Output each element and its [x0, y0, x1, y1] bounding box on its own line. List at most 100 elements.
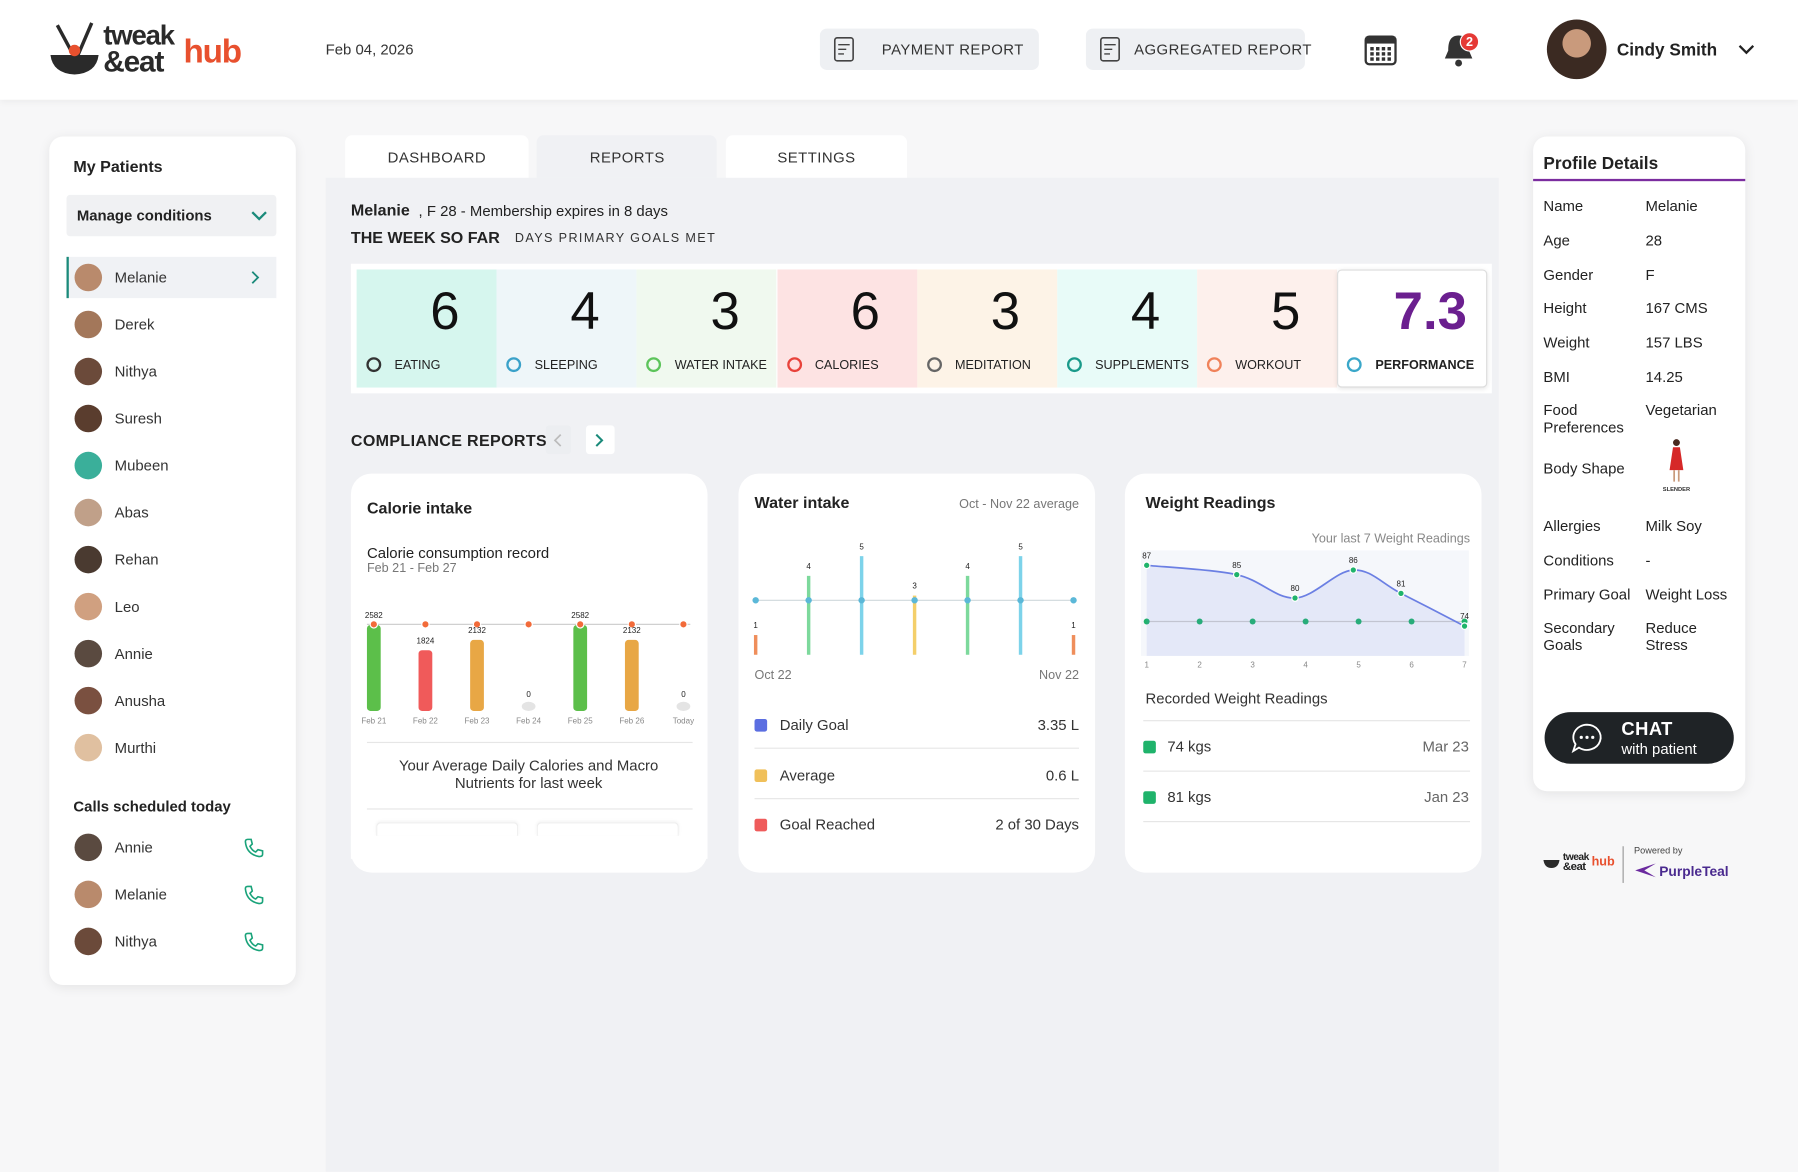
filter-dropdown[interactable] [66, 194, 277, 237]
patient-name[interactable]: Derek [114, 315, 155, 334]
report-button[interactable] [819, 28, 1039, 70]
profile-label: Weight [1543, 333, 1590, 351]
filter-label[interactable]: Manage conditions [76, 206, 212, 225]
patient-name[interactable]: Murthi [114, 739, 157, 757]
tab-label[interactable]: SETTINGS [777, 148, 856, 166]
axis-end: Nov 22 [1039, 668, 1080, 683]
divider [366, 741, 693, 744]
purpleteal-icon [1635, 863, 1656, 878]
prev-button[interactable] [545, 425, 572, 455]
stat-icon [506, 357, 522, 373]
logo-text: tweak [103, 20, 175, 52]
chat-button[interactable] [1544, 712, 1734, 764]
call-name: Melanie [114, 885, 167, 904]
stat-icon [646, 357, 662, 373]
patient-avatar[interactable] [74, 451, 103, 480]
patient-name[interactable]: Nithya [114, 362, 157, 381]
chat-dot [1585, 735, 1589, 739]
stat-icon [366, 357, 382, 373]
profile-underline [1533, 178, 1746, 182]
patient-name[interactable]: Abas [114, 503, 149, 522]
tab-active[interactable] [536, 135, 717, 178]
next-arrow [595, 433, 604, 447]
profile-value: 157 LBS [1645, 333, 1703, 351]
tab-label[interactable]: DASHBOARD [387, 148, 487, 166]
profile-value: Reduce Stress [1645, 619, 1697, 654]
calls-title: Calls scheduled today [73, 797, 231, 815]
divider [754, 747, 1080, 749]
chat-title[interactable]: CHAT [1621, 720, 1673, 740]
patient-avatar[interactable] [74, 310, 103, 339]
patient-avatar[interactable] [74, 545, 103, 574]
card-title: Water intake [754, 493, 850, 512]
patient-avatar[interactable] [74, 263, 103, 292]
calendar-day [1376, 47, 1380, 51]
bowl [1543, 860, 1560, 869]
call-button[interactable] [244, 932, 264, 952]
patient-name[interactable]: Suresh [114, 409, 162, 428]
icon-lines [1104, 44, 1116, 55]
tab[interactable] [725, 135, 908, 178]
icon-glyph [1207, 357, 1223, 373]
stat-label: PERFORMANCE [1375, 358, 1475, 373]
call-button[interactable] [244, 838, 264, 858]
tab[interactable] [345, 135, 529, 178]
recorded-title: Recorded Weight Readings [1145, 689, 1328, 707]
patient-avatar[interactable] [74, 357, 103, 386]
chart-range: Feb 21 - Feb 27 [366, 561, 457, 576]
record-swatch [1143, 790, 1156, 804]
dropdown-chevron [251, 211, 267, 221]
patient-avatar[interactable] [74, 639, 103, 668]
brand-mark [1635, 863, 1656, 878]
figure-dress [1669, 447, 1684, 471]
icon-doc [1100, 37, 1120, 62]
chart-subtitle: Calorie consumption record [366, 544, 550, 562]
profile-label: Height [1543, 299, 1587, 317]
calendar-day [1381, 47, 1386, 51]
icon-glyph [1066, 357, 1082, 373]
stat-label: WORKOUT [1235, 358, 1302, 373]
report-button-label[interactable]: PAYMENT REPORT [881, 40, 1024, 58]
patient-avatar[interactable] [74, 733, 103, 762]
patient-avatar[interactable] [74, 592, 103, 621]
figure-head [1673, 439, 1680, 447]
patient-avatar[interactable] [74, 498, 103, 527]
patient-name[interactable]: Mubeen [114, 456, 169, 475]
report-card [1124, 473, 1482, 873]
report-button[interactable] [1085, 28, 1305, 70]
profile-value: Vegetarian [1645, 401, 1717, 419]
badge [1459, 32, 1480, 52]
bowl [50, 55, 99, 75]
call-avatar [74, 927, 103, 956]
user-avatar[interactable] [1546, 19, 1607, 80]
profile-label: Primary Goal [1543, 585, 1631, 604]
patient-avatar[interactable] [74, 686, 103, 715]
calendar-day [1376, 52, 1380, 56]
chat-dot [1579, 735, 1583, 739]
patient-avatar[interactable] [74, 404, 103, 433]
profile-value: 28 [1645, 231, 1663, 249]
patient-name[interactable]: Rehan [114, 550, 159, 569]
report-button-label[interactable]: AGGREGATED REPORT [1134, 40, 1312, 58]
icon-glyph [786, 357, 802, 373]
divider [1143, 720, 1471, 722]
record-value: 74 kgs [1167, 737, 1212, 756]
patient-name[interactable]: Leo [114, 597, 140, 616]
user-name[interactable]: Cindy Smith [1616, 40, 1718, 61]
chat-bubble [1571, 723, 1602, 754]
patient-name[interactable]: Anusha [114, 692, 166, 710]
patient-name[interactable]: Melanie [114, 268, 167, 287]
chat-subtitle[interactable]: with patient [1621, 740, 1697, 758]
footer-logo: tweak [1562, 850, 1589, 863]
footer-logo-accent: hub [1591, 855, 1615, 870]
legend-value: 0.6 L [1045, 765, 1080, 784]
call-button[interactable] [244, 885, 264, 905]
food [68, 44, 81, 57]
tab-label[interactable]: REPORTS [589, 148, 665, 166]
chevron [553, 433, 562, 447]
stat-icon [1347, 357, 1363, 373]
profile-value: Milk Soy [1645, 517, 1702, 535]
stat-value: 3 [710, 280, 740, 341]
profile-value: 167 CMS [1645, 299, 1708, 317]
patient-name[interactable]: Annie [114, 645, 153, 663]
